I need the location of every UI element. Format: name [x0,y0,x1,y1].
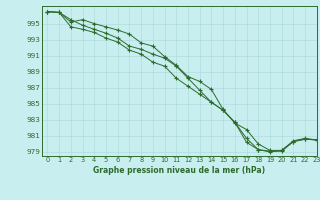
X-axis label: Graphe pression niveau de la mer (hPa): Graphe pression niveau de la mer (hPa) [93,166,265,175]
